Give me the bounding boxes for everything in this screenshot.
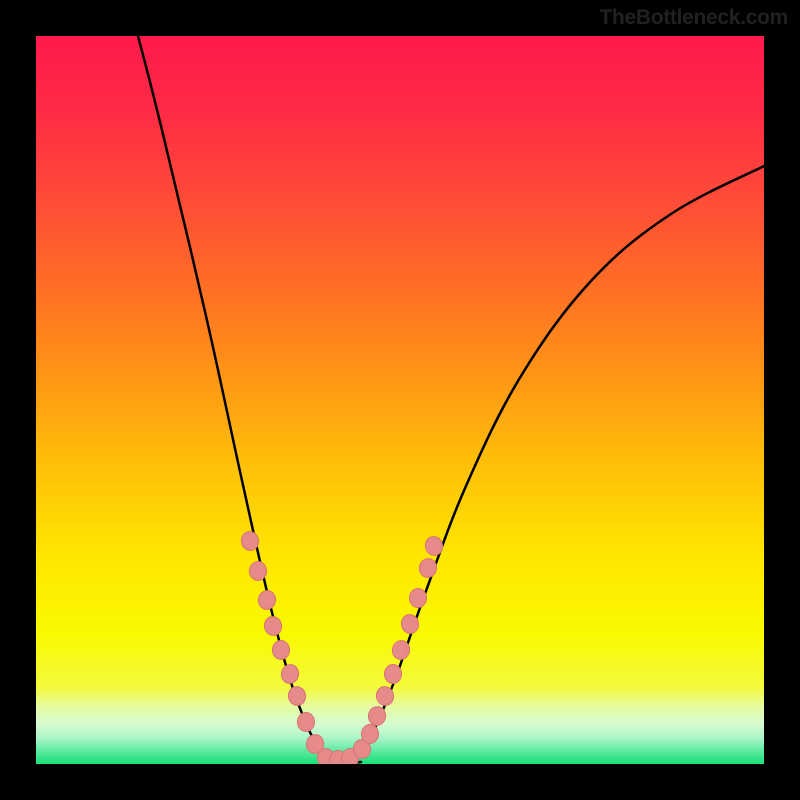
figure-root: TheBottleneck.com xyxy=(0,0,800,800)
chart-svg xyxy=(36,36,764,764)
marker-point xyxy=(409,589,426,608)
watermark-text: TheBottleneck.com xyxy=(599,6,788,30)
marker-point xyxy=(384,665,401,684)
marker-point xyxy=(361,725,378,744)
marker-point xyxy=(297,713,314,732)
plot-area xyxy=(36,36,764,764)
marker-point xyxy=(272,641,289,660)
marker-point xyxy=(249,562,266,581)
